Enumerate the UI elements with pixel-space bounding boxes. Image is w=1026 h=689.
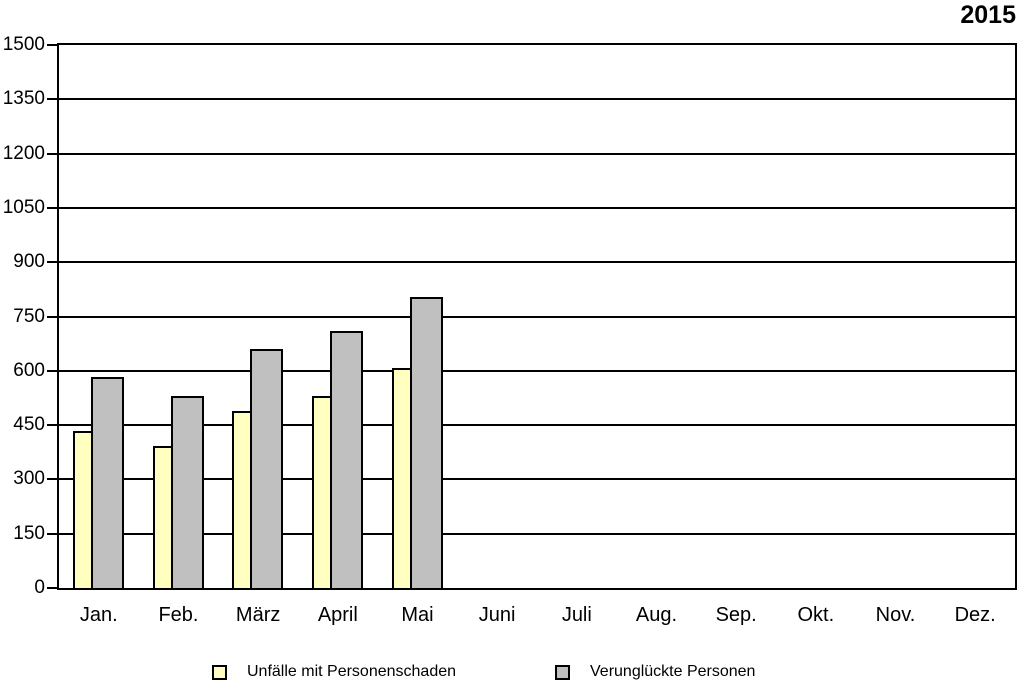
gridline-150 xyxy=(59,532,1015,535)
bar-Mai-series1 xyxy=(409,297,443,588)
y-tick-0 xyxy=(47,587,57,589)
x-tick-label-Jan: Jan. xyxy=(79,604,118,626)
y-tick-label-1200: 1200 xyxy=(2,142,45,164)
bar-Jan-series1 xyxy=(91,376,124,588)
y-tick-1200 xyxy=(47,152,57,155)
gridline-450 xyxy=(59,424,1015,427)
legend-label: Verunglückte Personen xyxy=(590,663,756,680)
y-tick-750 xyxy=(47,315,57,318)
bar-April-series1 xyxy=(330,330,363,588)
bar-Feb-series1 xyxy=(170,395,204,588)
gridline-1350 xyxy=(59,98,1015,101)
x-tick-label-Nov: Nov. xyxy=(875,604,916,626)
chart-title: 2015 xyxy=(960,1,1016,29)
gridline-750 xyxy=(59,315,1015,318)
x-tick-label-April: April xyxy=(317,604,358,626)
legend-label: Unfälle mit Personenschaden xyxy=(247,663,457,680)
y-tick-label-900: 900 xyxy=(13,251,45,273)
y-tick-label-1050: 1050 xyxy=(2,196,45,218)
x-tick-label-Juni: Juni xyxy=(478,604,516,626)
bar-März-series0 xyxy=(232,411,253,588)
bar-Mai-series0 xyxy=(391,368,412,588)
bar-group-Juli xyxy=(537,45,617,588)
bar-group-Juni xyxy=(457,45,537,588)
legend-entry-0: Unfälle mit Personenschaden xyxy=(212,663,456,681)
bar-group-Okt xyxy=(776,45,856,588)
bar-group-April xyxy=(298,45,378,588)
y-tick-1050 xyxy=(47,206,57,209)
bar-group-Dez xyxy=(935,45,1015,588)
bar-März-series1 xyxy=(250,349,284,588)
bar-group-Nov xyxy=(856,45,936,588)
legend-entry-1: Verunglückte Personen xyxy=(555,663,755,681)
x-tick-label-Juli: Juli xyxy=(561,604,592,626)
gridline-900 xyxy=(59,261,1015,264)
gridline-1200 xyxy=(59,152,1015,155)
gridline-1050 xyxy=(59,206,1015,209)
x-tick-label-Mai: Mai xyxy=(401,604,434,626)
x-tick-label-Okt: Okt. xyxy=(797,604,835,626)
y-tick-label-600: 600 xyxy=(13,359,45,381)
y-tick-label-150: 150 xyxy=(13,522,45,544)
y-tick-450 xyxy=(47,424,57,427)
bar-group-Feb xyxy=(139,45,219,588)
y-tick-label-450: 450 xyxy=(13,414,45,436)
y-tick-600 xyxy=(47,369,57,372)
x-tick-label-Aug: Aug. xyxy=(635,604,678,626)
legend-swatch-icon xyxy=(555,664,570,680)
legend-swatch-icon xyxy=(212,664,227,680)
bar-Feb-series0 xyxy=(152,446,173,588)
y-tick-label-750: 750 xyxy=(13,305,45,327)
y-tick-label-1500: 1500 xyxy=(2,34,45,55)
x-tick-label-Feb: Feb. xyxy=(158,604,199,626)
gridline-300 xyxy=(59,478,1015,481)
y-tick-1500 xyxy=(47,44,57,46)
bar-group-Aug xyxy=(617,45,697,588)
bar-group-März xyxy=(218,45,298,588)
bar-Jan-series0 xyxy=(73,431,93,588)
plot-area xyxy=(47,43,1017,590)
bar-April-series0 xyxy=(312,395,332,588)
x-tick-label-Dez: Dez. xyxy=(954,604,996,626)
y-tick-150 xyxy=(47,532,57,535)
bar-group-Jan xyxy=(59,45,139,588)
bar-group-Sep xyxy=(696,45,776,588)
y-tick-1350 xyxy=(47,98,57,101)
y-tick-label-1350: 1350 xyxy=(2,88,45,110)
y-tick-label-300: 300 xyxy=(13,468,45,490)
x-tick-label-März: März xyxy=(235,604,281,626)
x-tick-label-Sep: Sep. xyxy=(715,604,757,626)
bar-group-Mai xyxy=(378,45,458,588)
gridline-600 xyxy=(59,369,1015,372)
y-tick-300 xyxy=(47,478,57,481)
y-tick-label-0: 0 xyxy=(34,577,45,598)
y-tick-900 xyxy=(47,261,57,264)
